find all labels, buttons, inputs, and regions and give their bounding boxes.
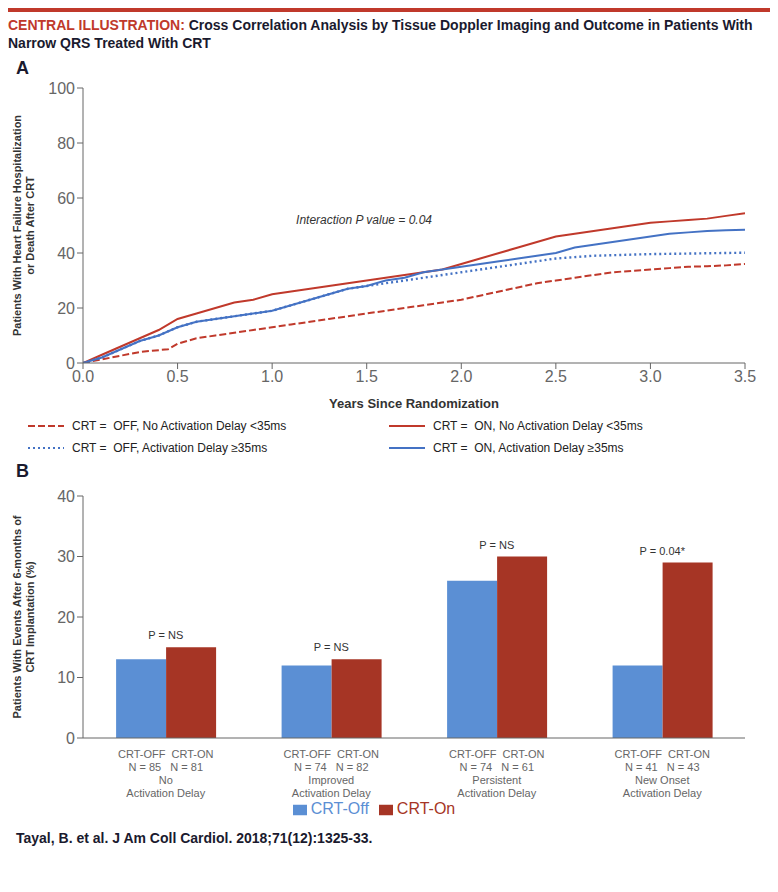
svg-text:CRT-OFF CRT-ONN = 41 N = 43: CRT-OFF CRT-ONN = 41 N = 43New OnsetActi… [614, 748, 710, 799]
html-text:Tayal, B. et al. J Am Coll Car: Tayal, B. et al. J Am Coll Cardiol. 2018… [16, 830, 373, 846]
svg-text:60: 60 [57, 190, 75, 207]
svg-text:Years Since Randomization: Years Since Randomization [329, 396, 499, 411]
svg-text:100: 100 [48, 80, 75, 97]
svg-text:0: 0 [66, 730, 75, 747]
svg-text:P = NS: P = NS [148, 629, 183, 641]
html-text:CRT = OFF, Activation Delay ≥3: CRT = OFF, Activation Delay ≥35ms [72, 441, 268, 455]
svg-text:Interaction P value = 0.04: Interaction P value = 0.04 [296, 213, 432, 227]
svg-text:30: 30 [57, 548, 75, 565]
svg-text:P = NS: P = NS [479, 539, 514, 551]
svg-text:1.5: 1.5 [356, 368, 378, 385]
svg-text:3.0: 3.0 [639, 368, 661, 385]
svg-text:P = NS: P = NS [314, 641, 349, 653]
svg-text:P = 0.04*: P = 0.04* [640, 545, 686, 557]
svg-text:Patients With Events After 6-m: Patients With Events After 6-months ofCR… [11, 515, 36, 718]
svg-text:Patients With Heart Failure Ho: Patients With Heart Failure Hospitalizat… [11, 115, 36, 336]
html-text:CRT = ON, No Activation Delay: CRT = ON, No Activation Delay <35ms [433, 419, 643, 433]
svg-text:CRT-OFF CRT-ONN = 85 N = 81: CRT-OFF CRT-ONN = 85 N = 81NoActivation … [118, 748, 214, 799]
svg-text:80: 80 [57, 135, 75, 152]
svg-text:40: 40 [57, 488, 75, 505]
html-text:B: B [16, 461, 29, 481]
svg-text:0.0: 0.0 [72, 368, 94, 385]
svg-text:40: 40 [57, 245, 75, 262]
svg-text:20: 20 [57, 609, 75, 626]
svg-text:0: 0 [66, 355, 75, 372]
svg-text:0.5: 0.5 [166, 368, 188, 385]
svg-text:CRT-OFF CRT-ONN = 74 N = 61: CRT-OFF CRT-ONN = 74 N = 61PersistentAct… [449, 748, 545, 799]
html-text:A: A [16, 58, 29, 78]
svg-text:2.5: 2.5 [545, 368, 567, 385]
svg-text:20: 20 [57, 300, 75, 317]
html-text:CRT-Off: CRT-Off [310, 800, 369, 817]
html-text:CENTRAL ILLUSTRATION: Cross Co: CENTRAL ILLUSTRATION: Cross Correlation … [8, 17, 753, 51]
svg-text:1.0: 1.0 [261, 368, 283, 385]
svg-text:10: 10 [57, 669, 75, 686]
svg-text:CRT-OFF CRT-ONN = 74 N = 82: CRT-OFF CRT-ONN = 74 N = 82ImprovedActiv… [283, 748, 379, 799]
svg-text:3.5: 3.5 [734, 368, 756, 385]
html-text:CRT = ON, Activation Delay ≥35: CRT = ON, Activation Delay ≥35ms [433, 441, 624, 455]
svg-text:2.0: 2.0 [450, 368, 472, 385]
html-text:CRT = OFF, No Activation Delay: CRT = OFF, No Activation Delay <35ms [72, 419, 287, 433]
html-text:CRT-On: CRT-On [396, 800, 456, 817]
